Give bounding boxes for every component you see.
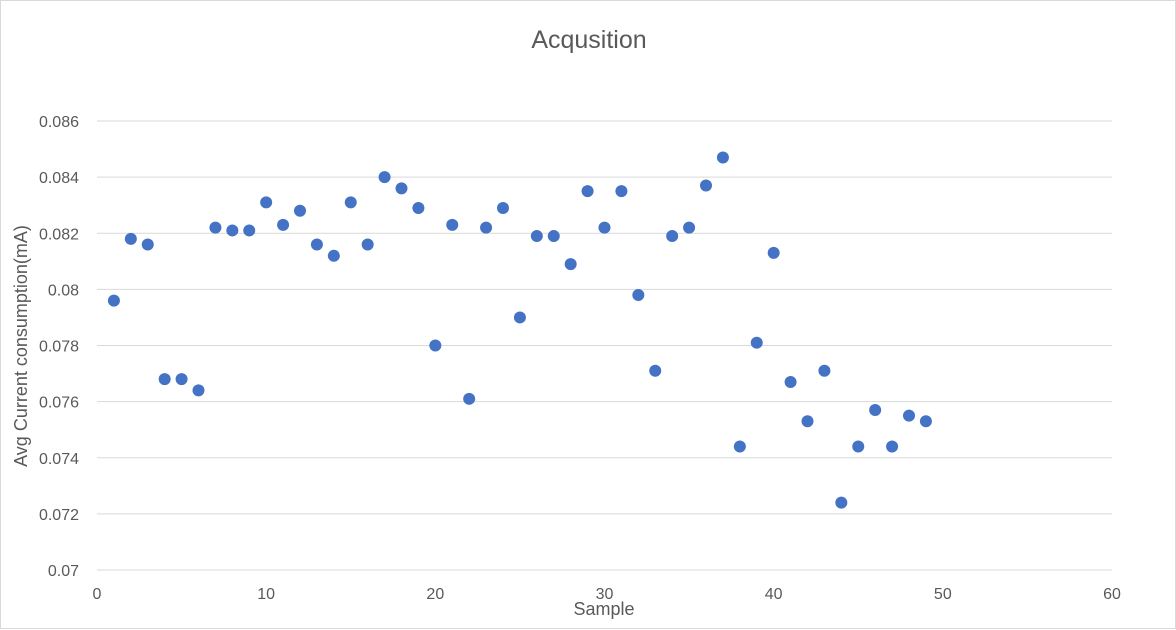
y-tick-label: 0.08 [48,282,79,299]
data-point [361,238,374,251]
data-point [750,336,763,349]
data-point [700,179,712,192]
data-point [480,221,493,234]
data-point [294,204,306,217]
data-point [581,185,594,198]
y-tick-label: 0.074 [39,451,79,468]
data-point [412,201,425,214]
data-point [547,230,560,243]
data-point [767,246,780,259]
data-point [344,196,357,209]
data-point [666,230,679,243]
x-tick-label: 20 [426,586,444,603]
data-point [378,171,391,184]
y-tick-label: 0.078 [39,339,79,356]
data-point [209,221,222,234]
data-point [632,288,645,301]
y-axis-title: Avg Current consumption(mA) [11,225,31,467]
data-point [277,218,290,231]
data-point [835,496,848,509]
data-point [243,224,256,237]
data-point [649,364,662,377]
data-point [429,339,442,352]
x-tick-label: 40 [765,586,783,603]
data-point [192,384,205,397]
data-point [852,440,865,453]
x-tick-label: 10 [257,586,275,603]
data-point [716,151,729,164]
tick-labels: 0.07 0.072 0.074 0.076 0.078 0.08 0.082 0.084 0.… [39,114,1121,603]
y-tick-label: 0.072 [39,507,79,524]
y-tick-label: 0.082 [39,226,79,243]
data-point [497,201,509,214]
chart-title: Acqusition [531,26,646,54]
data-point [919,415,932,428]
gridlines [97,120,1112,515]
data-point [107,294,120,307]
data-point [818,364,831,377]
data-point [158,373,171,386]
x-tick-label: 0 [93,586,102,603]
data-point [395,182,408,195]
data-points [107,151,932,509]
data-point [564,258,577,271]
y-tick-label: 0.084 [39,170,79,187]
data-point [869,404,882,417]
data-point [175,373,188,386]
data-point [260,196,273,209]
x-tick-label: 30 [596,586,614,603]
data-point [124,232,137,245]
data-point [683,221,696,234]
data-point [513,311,526,324]
data-point [446,218,459,231]
y-tick-label: 0.086 [39,114,79,131]
y-tick-label: 0.07 [48,563,79,580]
data-point [226,224,239,237]
y-tick-label: 0.076 [39,395,79,412]
data-point [733,440,746,453]
data-point [784,375,797,388]
data-point [310,238,323,251]
data-point [903,409,915,422]
data-point [598,221,611,234]
data-point [327,249,340,262]
x-axis-title: Sample [573,599,634,619]
data-point [615,185,628,198]
data-point [530,230,543,243]
x-tick-label: 60 [1103,586,1121,603]
data-point [463,392,476,405]
data-point [801,415,814,428]
x-tick-label: 50 [934,586,952,603]
data-point [886,440,899,453]
data-point [141,238,154,251]
